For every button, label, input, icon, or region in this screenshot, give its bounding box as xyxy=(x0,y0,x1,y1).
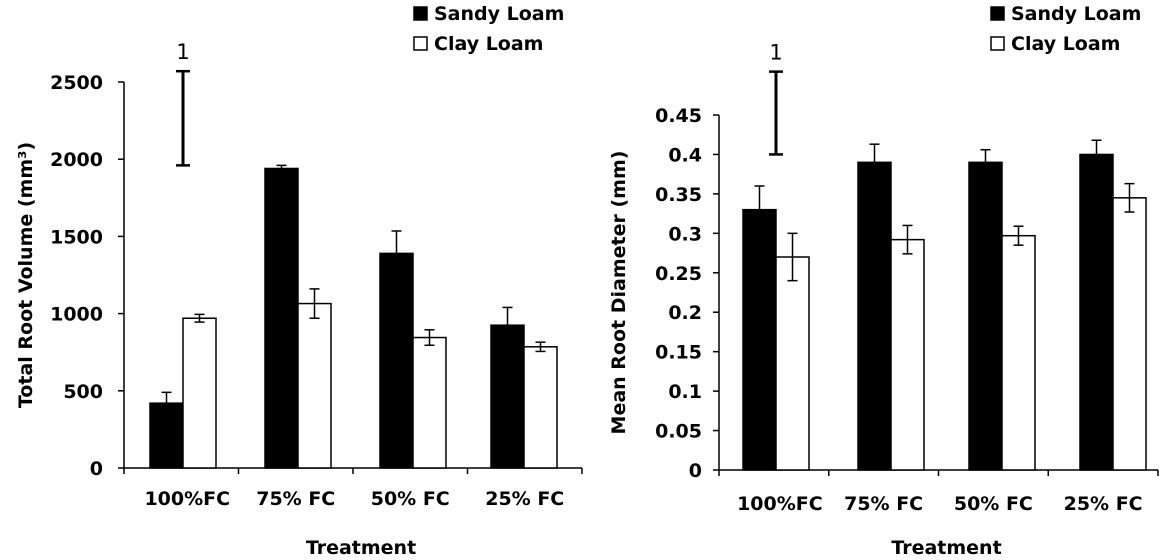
y-tick-label: 1500 xyxy=(50,226,103,248)
legend-swatch-sandy-loam xyxy=(990,6,1005,21)
lsd-label: 1 xyxy=(769,41,782,65)
legend-label-sandy-loam: Sandy Loam xyxy=(1011,3,1141,25)
y-tick-label: 0.35 xyxy=(655,184,702,206)
bar-sandy-loam xyxy=(968,161,1003,471)
y-tick-label: 1000 xyxy=(50,304,103,326)
bar-clay-loam xyxy=(775,256,810,471)
lsd-label: 1 xyxy=(176,40,189,64)
bar-sandy-loam xyxy=(1079,153,1114,471)
x-axis-title: Treatment xyxy=(306,537,416,559)
bar-sandy-loam xyxy=(264,167,299,469)
bar-clay-loam xyxy=(182,317,217,469)
x-tick-label: 25% FC xyxy=(1064,493,1143,515)
y-tick-label: 0.4 xyxy=(668,144,702,166)
x-tick-label: 100%FC xyxy=(144,488,230,510)
x-tick-label: 75% FC xyxy=(844,493,923,515)
y-tick-label: 0.3 xyxy=(668,223,702,245)
bar-clay-loam xyxy=(523,346,558,469)
x-axis-title: Treatment xyxy=(891,537,1001,559)
y-axis-title: Total Root Volume (mm³) xyxy=(15,142,37,408)
x-tick-label: 100%FC xyxy=(737,493,823,515)
x-tick-label: 75% FC xyxy=(256,488,335,510)
root-diameter-chart: 0 0.05 0.1 0.15 0.2 0.25 0.3 0.35 0.4 0.45 100%FC 7… xyxy=(608,3,1159,559)
y-tick-label: 2000 xyxy=(50,149,103,171)
y-tick-label: 0.45 xyxy=(655,105,702,127)
legend-label-sandy-loam: Sandy Loam xyxy=(434,3,564,25)
legend-swatch-sandy-loam xyxy=(413,6,428,21)
root-volume-chart: 0 500 1000 1500 2000 2500 100%FC 75% FC 50% FC 25… xyxy=(15,3,583,559)
y-tick-label: 0 xyxy=(689,460,702,482)
bar-sandy-loam xyxy=(490,324,525,469)
x-tick-label: 50% FC xyxy=(371,488,450,510)
y-tick-label: 500 xyxy=(63,381,103,403)
legend-swatch-clay-loam xyxy=(990,36,1005,51)
bar-sandy-loam xyxy=(742,208,777,471)
bar-clay-loam xyxy=(1001,234,1036,471)
bar-sandy-loam xyxy=(379,252,414,469)
legend-label-clay-loam: Clay Loam xyxy=(434,33,543,55)
x-tick-label: 25% FC xyxy=(485,488,564,510)
y-tick-label: 0.25 xyxy=(655,263,702,285)
y-tick-label: 0.05 xyxy=(655,421,702,443)
y-tick-label: 0 xyxy=(90,458,103,480)
y-tick-label: 0.15 xyxy=(655,342,702,364)
bar-clay-loam xyxy=(412,336,447,469)
y-axis-title: Mean Root Diameter (mm) xyxy=(608,151,630,435)
legend-swatch-clay-loam xyxy=(413,36,428,51)
bar-sandy-loam xyxy=(857,161,892,471)
bar-clay-loam xyxy=(890,238,925,471)
x-tick-label: 50% FC xyxy=(954,493,1033,515)
legend-label-clay-loam: Clay Loam xyxy=(1011,33,1120,55)
y-tick-label: 2500 xyxy=(50,72,103,94)
bar-clay-loam xyxy=(297,302,332,469)
y-tick-label: 0.1 xyxy=(668,381,702,403)
bar-clay-loam xyxy=(1112,197,1147,471)
y-tick-label: 0.2 xyxy=(668,302,702,324)
